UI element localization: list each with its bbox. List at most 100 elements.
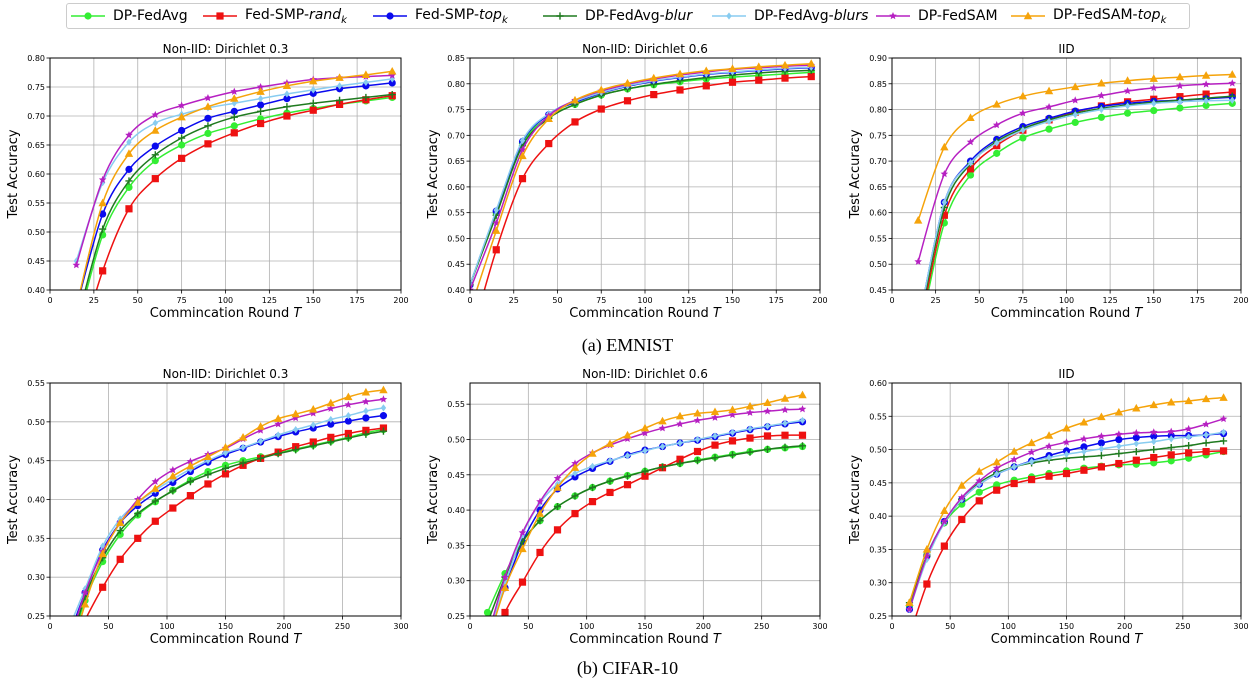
legend-item-dp-fedavg: DP-FedAvg [71,4,188,28]
data-point [116,526,124,535]
data-point [336,82,343,90]
data-point [1098,105,1105,114]
data-point [676,459,684,468]
data-point [230,122,238,130]
y-tick-label: 0.35 [447,541,465,550]
data-point [1150,106,1158,115]
data-point [1045,442,1053,450]
data-point [345,412,352,420]
data-point [204,94,212,102]
data-point [677,439,683,447]
x-tick-label: 100 [579,622,594,631]
data-point [729,428,736,437]
x-tick-label: 75 [177,296,187,305]
data-point [1149,74,1158,82]
data-point [256,87,265,95]
data-point [72,261,81,269]
data-point [1045,472,1053,480]
chart-title: IID [1058,42,1074,56]
data-point [572,469,578,477]
data-point [658,463,667,471]
y-axis-label: Test Accuracy [426,129,441,219]
legend-swatch [543,12,577,20]
x-tick-label: 50 [552,296,562,305]
chart-panel-6: 0 50 100 150 200 250 300 0.25 0.30 0.35 0.40 0.45 0.… [848,367,1249,647]
y-tick-label: 0.60 [447,183,465,192]
legend-item-dp-fedsam-top-k: DP-FedSAM-topk [1011,4,1166,28]
y-tick-label: 0.55 [27,199,45,208]
series-dp-fedavg-blur [78,427,388,616]
data-point [1062,469,1071,478]
data-point [151,142,159,150]
data-point [283,112,291,120]
data-point [275,431,281,439]
y-axis-label: Test Accuracy [848,455,863,545]
data-point [501,608,509,616]
data-point [1080,466,1088,474]
legend-item-dp-fedavg-blur: DP-FedAvg-blur [543,4,692,28]
data-point [1046,453,1052,462]
series-fed-smp-rand-k [483,72,815,290]
data-point [623,481,632,489]
series-line [925,95,1233,290]
data-point [781,405,789,414]
data-point [328,415,334,424]
x-tick-label: 75 [596,296,606,305]
data-point [362,414,370,422]
y-tick-label: 0.35 [27,534,45,543]
data-point [1203,431,1209,439]
y-tick-label: 0.65 [869,183,887,192]
legend-marker [386,12,394,20]
data-point [1045,125,1053,133]
data-point [274,450,282,458]
data-point [940,517,949,525]
y-tick-label: 0.30 [869,579,887,588]
data-point [126,138,132,146]
legend-label: Fed-SMP-topk [415,6,508,26]
data-point [133,498,142,506]
y-tick-label: 0.75 [869,131,887,140]
x-tick-label: 0 [467,296,472,305]
data-point [728,78,737,86]
data-point [221,464,230,473]
x-axis-label: Commincation Round T [991,306,1144,321]
y-tick-label: 0.30 [27,573,45,582]
data-point [711,413,719,421]
data-point [1202,447,1210,456]
data-point [607,457,613,465]
data-point [959,495,965,504]
data-point [257,101,265,109]
data-point [1081,447,1087,456]
x-tick-label: 300 [1233,622,1248,631]
data-point [1044,431,1054,439]
x-tick-label: 150 [306,296,321,305]
y-axis-label: Test Accuracy [6,455,21,545]
data-point [571,492,579,500]
x-tick-label: 100 [159,622,174,631]
data-point [905,605,914,613]
data-point [658,416,667,425]
data-point [178,154,186,162]
y-tick-label: 0.80 [869,106,887,115]
data-point [310,86,316,94]
data-point [1149,83,1158,92]
data-point [99,542,106,550]
x-tick-label: 50 [133,296,143,305]
data-point [1201,71,1211,79]
y-tick-label: 0.75 [27,83,45,92]
x-tick-label: 250 [754,622,769,631]
chart-title: Non-IID: Dirichlet 0.6 [582,367,708,381]
data-point [966,171,975,179]
data-point [257,454,265,462]
data-point [975,488,983,496]
data-point [641,429,649,437]
data-point [492,246,500,254]
data-point [924,555,930,564]
y-tick-label: 0.80 [27,54,45,63]
series-dp-fedsam [914,79,1237,265]
data-point [151,126,160,134]
data-point [257,95,264,103]
series-dp-fedavg-blur [925,92,1236,290]
data-point [309,442,317,450]
data-point [1062,438,1071,446]
